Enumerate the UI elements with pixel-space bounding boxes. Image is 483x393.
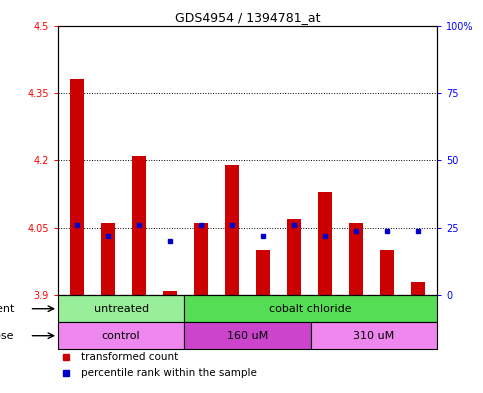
- Bar: [256, 250, 270, 295]
- Bar: [58, 295, 185, 322]
- Bar: [311, 322, 437, 349]
- Text: agent: agent: [0, 304, 14, 314]
- Text: dose: dose: [0, 331, 14, 341]
- Bar: [412, 282, 426, 295]
- Bar: [349, 223, 363, 295]
- Bar: [287, 219, 301, 295]
- Text: 160 uM: 160 uM: [227, 331, 268, 341]
- Bar: [163, 291, 177, 295]
- Bar: [318, 192, 332, 295]
- Text: control: control: [102, 331, 141, 341]
- Bar: [225, 165, 239, 295]
- Bar: [381, 250, 395, 295]
- Bar: [185, 295, 437, 322]
- Bar: [70, 79, 84, 295]
- Text: 310 uM: 310 uM: [353, 331, 395, 341]
- Text: transformed count: transformed count: [81, 352, 178, 362]
- Bar: [194, 223, 208, 295]
- Text: cobalt chloride: cobalt chloride: [270, 304, 352, 314]
- Title: GDS4954 / 1394781_at: GDS4954 / 1394781_at: [175, 11, 320, 24]
- Bar: [132, 156, 146, 295]
- Bar: [185, 322, 311, 349]
- Bar: [100, 223, 114, 295]
- Text: percentile rank within the sample: percentile rank within the sample: [81, 368, 256, 378]
- Bar: [58, 322, 185, 349]
- Text: untreated: untreated: [94, 304, 149, 314]
